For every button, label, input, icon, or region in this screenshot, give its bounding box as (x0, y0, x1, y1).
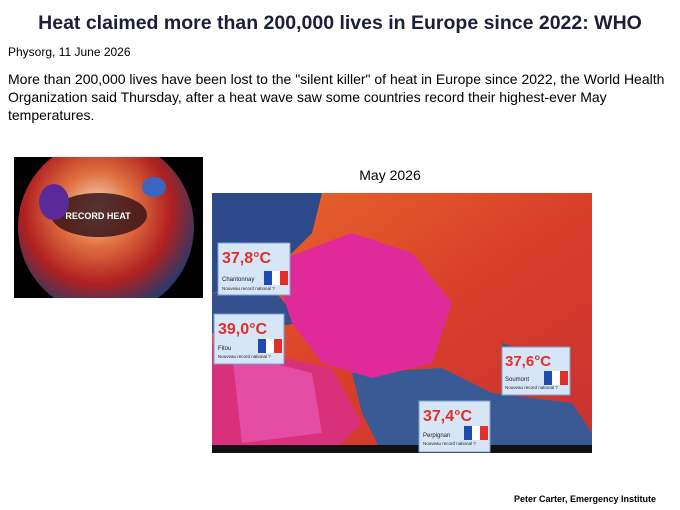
source: Physorg, 11 June 2026 (8, 45, 131, 59)
callout-note: Nouveau record national ? (423, 441, 476, 446)
globe-image: RECORD HEAT (14, 157, 203, 298)
callout: 37,6°C Soumont Nouveau record national ? (501, 346, 571, 396)
callout-place: Chantonnay (222, 277, 254, 283)
callout-temperature: 37,8°C (222, 250, 272, 267)
callout: 37,4°C Perpignan Nouveau record national… (418, 400, 491, 453)
callout-place: Perpignan (423, 433, 450, 439)
callout-place: Soumont (505, 377, 529, 383)
lead-text: More than 200,000 lives have been lost t… (8, 71, 665, 123)
callout-note: Nouveau record national ? (222, 286, 275, 291)
map-caption: May 2026 (359, 167, 421, 183)
title: Heat claimed more than 200,000 lives in … (38, 12, 642, 34)
callout: 37,8°C Chantonnay Nouveau record nationa… (217, 242, 291, 296)
callout-note: Nouveau record national ? (218, 354, 271, 359)
callout-temperature: 37,6°C (505, 353, 551, 370)
globe-label: RECORD HEAT (65, 211, 131, 221)
credit: Peter Carter, Emergency Institute (513, 494, 656, 504)
callout-temperature: 39,0°C (218, 321, 268, 338)
callout-temperature: 37,4°C (423, 408, 473, 425)
callout-note: Nouveau record national ? (505, 385, 558, 390)
callout: 39,0°C Fitou Nouveau record national ? (213, 313, 285, 365)
callout-place: Fitou (218, 346, 231, 352)
map-image: 37,8°C Chantonnay Nouveau record nationa… (212, 193, 592, 453)
